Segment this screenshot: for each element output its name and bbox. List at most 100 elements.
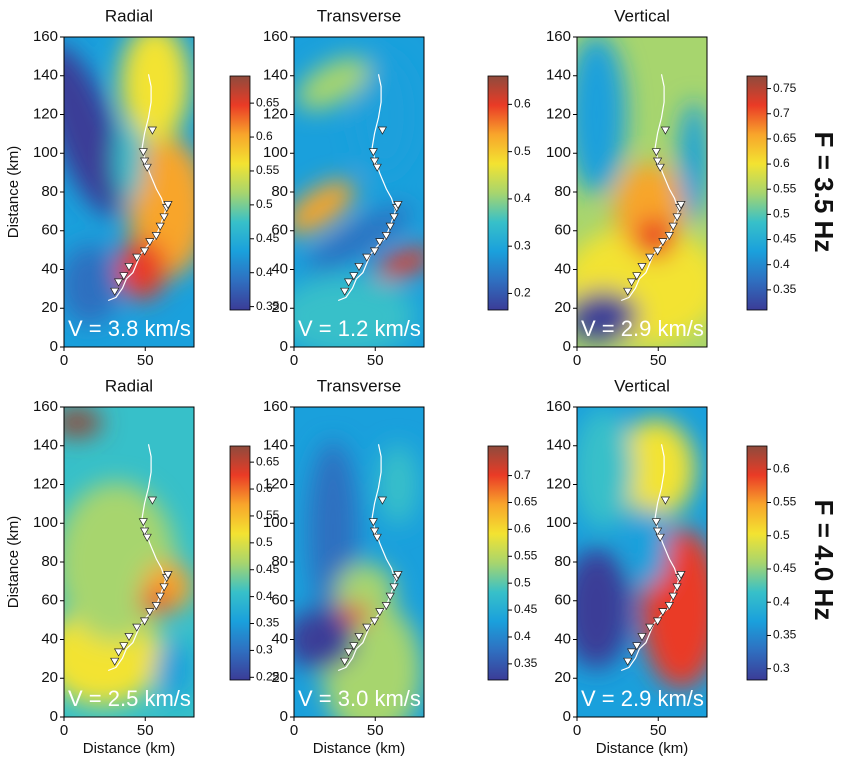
x-tick-label: 0	[290, 352, 298, 369]
colorbar-tick-label: 0.55	[773, 181, 797, 195]
station	[138, 518, 148, 527]
y-tick-label: 0	[50, 338, 58, 355]
y-tick-label: 80	[554, 183, 571, 200]
panel-title: Transverse	[317, 6, 401, 25]
y-tick-label: 20	[271, 669, 288, 686]
y-tick-label: 140	[33, 67, 58, 84]
station	[139, 527, 150, 536]
colorbar-tick-label: 0.4	[256, 265, 273, 279]
station	[393, 571, 403, 580]
x-tick-label: 0	[573, 722, 581, 739]
y-tick-label: 100	[263, 514, 288, 531]
station	[119, 272, 129, 281]
station	[159, 213, 169, 222]
y-tick-label: 100	[33, 144, 58, 161]
station	[668, 592, 678, 601]
y-tick-label: 120	[263, 475, 288, 492]
colorbar-tick-label: 0.6	[256, 481, 273, 495]
colorbar-tick-label: 0.35	[256, 299, 280, 313]
station	[155, 222, 165, 231]
colorbar-tick-label: 0.6	[773, 461, 790, 475]
station	[142, 163, 152, 172]
heatmap	[64, 37, 194, 347]
velocity-annotation: V = 2.9 km/s	[581, 316, 704, 341]
colorbar-tick-label: 0.45	[773, 232, 797, 246]
y-tick-label: 140	[546, 67, 571, 84]
station	[139, 617, 150, 626]
heatmap	[577, 407, 707, 717]
heatmap-blob	[577, 409, 633, 529]
station	[375, 608, 385, 617]
panel-title: Vertical	[614, 6, 670, 25]
station	[354, 263, 364, 272]
fault-trace	[337, 74, 397, 302]
station	[145, 608, 155, 617]
y-tick-label: 80	[271, 553, 288, 570]
y-tick-label: 120	[546, 105, 571, 122]
x-tick-label: 50	[650, 722, 667, 739]
station	[389, 583, 399, 592]
y-tick-label: 160	[33, 28, 58, 45]
x-tick-label: 50	[137, 722, 154, 739]
station	[676, 571, 686, 580]
y-tick-label: 120	[263, 105, 288, 122]
colorbar-tick-label: 0.3	[514, 238, 531, 252]
y-tick-label: 100	[33, 514, 58, 531]
station	[375, 238, 385, 247]
station	[163, 201, 173, 210]
station	[626, 648, 637, 657]
y-tick-label: 60	[554, 592, 571, 609]
colorbar-tick-label: 0.25	[256, 669, 280, 683]
colorbar-tick-label: 0.2	[514, 286, 531, 300]
y-tick-label: 80	[41, 553, 58, 570]
station	[660, 496, 671, 505]
colorbar-tick-label: 0.6	[256, 129, 273, 143]
station	[343, 648, 354, 657]
station	[369, 157, 380, 166]
station	[124, 263, 134, 272]
y-tick-label: 80	[271, 183, 288, 200]
colorbar-tick-label: 0.5	[773, 207, 790, 221]
colorbar-tick-label: 0.55	[514, 548, 538, 562]
colorbar-tick-label: 0.35	[256, 616, 280, 630]
station	[632, 272, 642, 281]
y-tick-label: 80	[554, 553, 571, 570]
colorbar-tick-label: 0.45	[514, 602, 538, 616]
colorbar-tick-label: 0.65	[514, 495, 538, 509]
station	[393, 201, 403, 210]
colorbar-tick-label: 0.35	[773, 282, 797, 296]
colorbar-tick-label: 0.5	[514, 575, 531, 589]
heatmap-blob	[294, 180, 355, 235]
fault-trace	[107, 444, 167, 672]
station	[155, 592, 165, 601]
y-tick-label: 100	[263, 144, 288, 161]
colorbar-tick-label: 0.65	[256, 95, 280, 109]
x-tick-label: 0	[290, 722, 298, 739]
station	[645, 253, 655, 262]
heatmap-blob	[294, 609, 355, 670]
station	[354, 633, 364, 642]
station	[637, 633, 647, 642]
station	[369, 617, 380, 626]
panel-title: Vertical	[614, 376, 670, 395]
colorbar-tick-label: 0.5	[256, 535, 273, 549]
colorbar	[229, 75, 251, 311]
colorbar-tick-label: 0.45	[256, 231, 280, 245]
station	[652, 527, 663, 536]
x-axis-label: Distance (km)	[596, 740, 689, 757]
colorbar-tick-label: 0.45	[773, 561, 797, 575]
station	[668, 222, 678, 231]
y-tick-label: 140	[33, 437, 58, 454]
station	[651, 518, 661, 527]
colorbar-tick-label: 0.45	[256, 562, 280, 576]
x-tick-label: 0	[60, 722, 68, 739]
heatmap-blobs	[577, 37, 707, 345]
station	[623, 287, 633, 296]
colorbar-tick-label: 0.65	[256, 454, 280, 468]
heatmap-blobs	[294, 54, 424, 347]
station	[676, 201, 686, 210]
colorbar-tick-label: 0.75	[773, 81, 797, 95]
station	[159, 583, 169, 592]
station	[139, 157, 150, 166]
heatmap	[64, 407, 194, 717]
